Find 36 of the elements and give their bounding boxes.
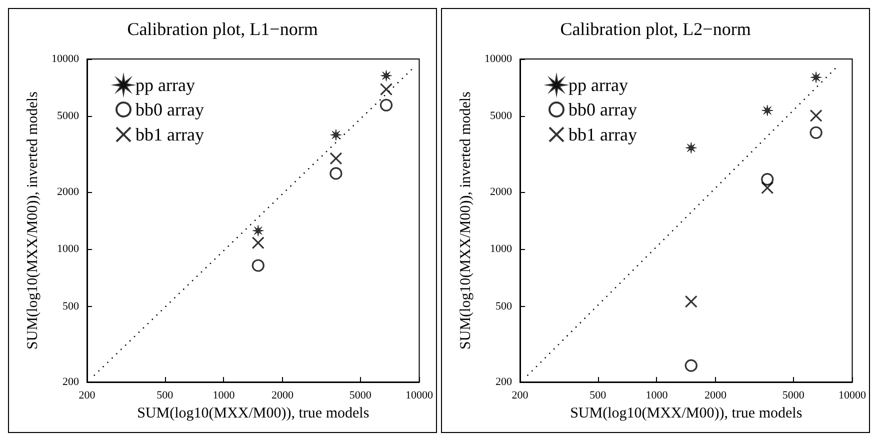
legend-label: bb1 array — [568, 124, 637, 144]
y-tick-label: 2000 — [490, 186, 512, 198]
x-tick-label: 2000 — [272, 390, 294, 402]
legend-label: bb0 array — [568, 100, 637, 120]
y-tick-label: 1000 — [57, 243, 80, 256]
x-axis-title: SUM(log10(MXX/M00)), true models — [137, 406, 370, 422]
legend-label: bb0 array — [136, 100, 204, 120]
x-tick-label: 500 — [156, 390, 174, 402]
y-axis-title: SUM(log10(MXX/M00)), inverted models — [25, 91, 42, 350]
y-tick-label: 10000 — [52, 53, 80, 65]
x-tick-label: 10000 — [838, 390, 866, 402]
x-tick-label: 5000 — [782, 390, 805, 402]
y-axis-title: SUM(log10(MXX/M00)), inverted models — [458, 91, 474, 350]
y-tick-label: 5000 — [490, 110, 512, 122]
y-tick-label: 200 — [496, 376, 512, 388]
x-tick-label: 10000 — [406, 390, 434, 402]
x-tick-label: 1000 — [646, 390, 668, 402]
x-tick-label: 5000 — [349, 390, 372, 402]
y-tick-label: 200 — [62, 376, 80, 388]
y-tick-label: 500 — [496, 300, 512, 312]
y-tick-label: 500 — [62, 300, 80, 312]
x-tick-label: 200 — [512, 390, 529, 402]
x-tick-label: 200 — [78, 390, 96, 402]
x-tick-label: 2000 — [704, 390, 728, 402]
y-tick-label: 1000 — [490, 243, 512, 256]
y-tick-label: 10000 — [484, 53, 512, 65]
x-axis-title: SUM(log10(MXX/M00)), true models — [570, 406, 802, 422]
y-tick-label: 2000 — [57, 186, 80, 198]
legend-label: pp array — [568, 75, 628, 95]
legend-label: bb1 array — [136, 124, 204, 144]
x-tick-label: 500 — [590, 390, 607, 402]
chart-title: Calibration plot, L1−norm — [127, 19, 318, 39]
x-tick-label: 1000 — [212, 390, 236, 402]
legend-label: pp array — [136, 75, 195, 95]
chart-title: Calibration plot, L2−norm — [560, 19, 751, 39]
y-tick-label: 5000 — [57, 110, 80, 122]
